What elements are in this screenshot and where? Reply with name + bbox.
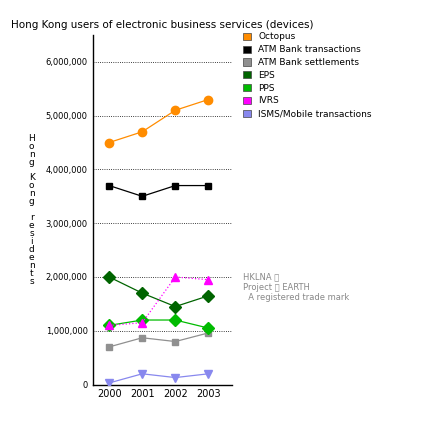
Text: HKLNA 🗺
Project 🗺 EARTH
  A registered trade mark: HKLNA 🗺 Project 🗺 EARTH A registered tra…: [242, 273, 349, 302]
Legend: Octopus, ATM Bank transactions, ATM Bank settlements, EPS, PPS, IVRS, ISMS/Mobil: Octopus, ATM Bank transactions, ATM Bank…: [243, 32, 372, 118]
Title: Hong Kong users of electronic business services (devices): Hong Kong users of electronic business s…: [11, 20, 313, 30]
Y-axis label: H
o
n
g
 
K
o
n
g
 
r
e
s
i
d
e
n
t
s: H o n g K o n g r e s i d e n t s: [28, 134, 35, 286]
